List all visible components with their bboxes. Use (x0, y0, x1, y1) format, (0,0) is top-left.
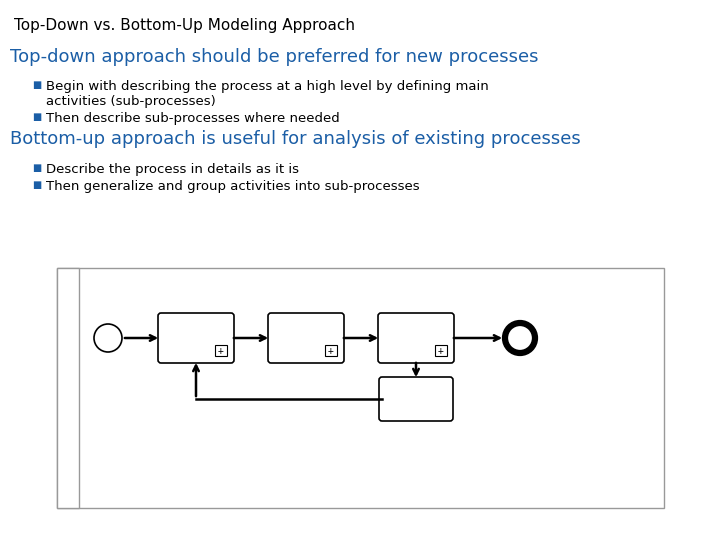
Text: ■: ■ (32, 180, 41, 190)
Text: ■: ■ (32, 163, 41, 173)
Text: ■: ■ (32, 80, 41, 90)
Text: Top-Down vs. Bottom-Up Modeling Approach: Top-Down vs. Bottom-Up Modeling Approach (14, 18, 355, 33)
Text: Begin with describing the process at a high level by defining main: Begin with describing the process at a h… (46, 80, 489, 93)
Text: Describe the process in details as it is: Describe the process in details as it is (46, 163, 299, 176)
FancyBboxPatch shape (158, 313, 234, 363)
Text: Bottom-up approach is useful for analysis of existing processes: Bottom-up approach is useful for analysi… (10, 130, 581, 148)
Bar (215, 345, 227, 356)
Circle shape (505, 323, 535, 353)
Text: +: + (218, 346, 224, 355)
FancyBboxPatch shape (268, 313, 344, 363)
Text: activities (sub-processes): activities (sub-processes) (46, 95, 216, 108)
Bar (57, 268, 664, 508)
Text: Then generalize and group activities into sub-processes: Then generalize and group activities int… (46, 180, 420, 193)
Bar (435, 345, 447, 356)
Text: +: + (328, 346, 334, 355)
FancyBboxPatch shape (378, 313, 454, 363)
Bar (57, 268, 79, 508)
Circle shape (94, 324, 122, 352)
Bar (325, 345, 337, 356)
Text: +: + (438, 346, 444, 355)
Text: Then describe sub-processes where needed: Then describe sub-processes where needed (46, 112, 340, 125)
Text: ■: ■ (32, 112, 41, 122)
FancyBboxPatch shape (379, 377, 453, 421)
Text: Top-down approach should be preferred for new processes: Top-down approach should be preferred fo… (10, 48, 539, 66)
